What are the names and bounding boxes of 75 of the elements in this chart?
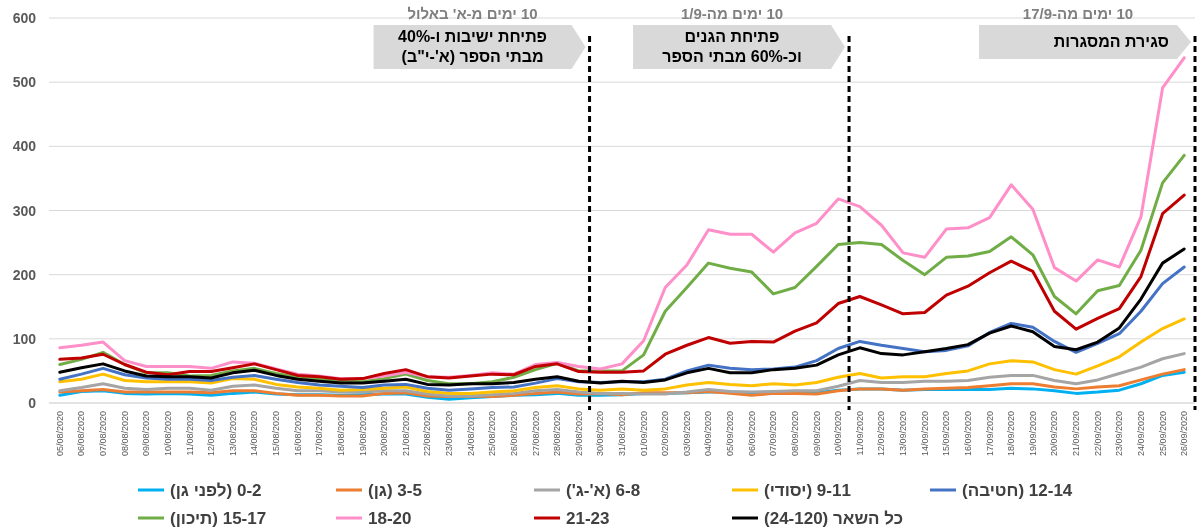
x-tick-label: 14/09/2020: [919, 411, 930, 457]
x-tick-label: 27/08/2020: [530, 411, 541, 457]
x-tick-label: 06/08/2020: [76, 411, 87, 457]
y-tick-label: 500: [12, 74, 37, 91]
x-tick-label: 04/09/2020: [703, 411, 714, 457]
x-tick-label: 16/08/2020: [292, 411, 303, 457]
x-tick-label: 24/09/2020: [1135, 411, 1146, 457]
y-tick-label: 600: [12, 10, 37, 26]
x-tick-label: 15/09/2020: [941, 411, 952, 457]
annotation: 10 ימים מ-א' באלול: [407, 5, 538, 22]
x-tick-label: 17/08/2020: [314, 411, 325, 457]
x-tick-label: 24/08/2020: [465, 411, 476, 457]
y-tick-label: 200: [12, 266, 37, 283]
x-tick-label: 22/09/2020: [1092, 411, 1103, 457]
legend-label: 12-14 (חטיבה): [962, 481, 1073, 500]
x-tick-label: 26/08/2020: [508, 411, 519, 457]
x-tick-label: 25/09/2020: [1157, 411, 1168, 457]
annotation: 10 ימים מה-1/9: [681, 5, 784, 22]
x-tick-label: 13/08/2020: [227, 411, 238, 457]
x-tick-label: 19/08/2020: [357, 411, 368, 457]
x-tick-label: 19/09/2020: [1027, 411, 1038, 457]
x-tick-label: 10/08/2020: [162, 411, 173, 457]
y-tick-label: 300: [12, 202, 37, 219]
x-tick-label: 29/08/2020: [573, 411, 584, 457]
x-tick-label: 28/08/2020: [552, 411, 563, 457]
x-tick-label: 21/08/2020: [400, 411, 411, 457]
legend-label: 3-5 (גן): [368, 481, 422, 500]
x-tick-label: 05/08/2020: [54, 411, 65, 457]
x-tick-label: 08/09/2020: [789, 411, 800, 457]
x-tick-label: 11/09/2020: [854, 411, 865, 456]
x-tick-label: 18/09/2020: [1006, 411, 1017, 457]
x-tick-label: 08/08/2020: [119, 411, 130, 457]
x-tick-label: 15/08/2020: [271, 411, 282, 457]
x-tick-label: 03/09/2020: [681, 411, 692, 457]
x-tick-label: 14/08/2020: [249, 411, 260, 457]
x-tick-label: 31/08/2020: [617, 411, 627, 457]
legend-label: 15-17 (תיכון): [170, 509, 267, 528]
annotation: 10 ימים מה-17/9: [1022, 5, 1134, 22]
ref-line-label: סגירת המסגרות: [1053, 33, 1169, 50]
x-tick-label: 07/08/2020: [98, 411, 109, 457]
x-tick-label: 01/09/2020: [638, 411, 649, 457]
x-tick-label: 02/09/2020: [660, 411, 671, 457]
x-tick-label: 06/09/2020: [746, 411, 757, 457]
x-tick-label: 26/09/2020: [1179, 411, 1190, 457]
x-tick-label: 17/09/2020: [984, 411, 995, 457]
x-tick-label: 12/08/2020: [206, 411, 217, 457]
legend-label: 0-2 (לפני גן): [170, 481, 262, 500]
legend-label: 6-8 (א'-ג'): [566, 481, 641, 500]
x-tick-label: 30/08/2020: [595, 411, 606, 457]
legend-label: כל השאר (24-120): [764, 509, 904, 528]
x-tick-label: 13/09/2020: [898, 411, 909, 457]
legend-label: 9-11 (יסודי): [764, 481, 851, 500]
x-tick-label: 12/09/2020: [876, 411, 887, 457]
x-tick-label: 25/08/2020: [487, 411, 498, 457]
ref-line-label: פתיחת ישיבות ו-40% מבתי הספר (א'-י"ב): [398, 28, 548, 65]
y-tick-label: 100: [12, 330, 37, 347]
legend-label: 18-20: [368, 509, 412, 528]
x-tick-label: 10/09/2020: [833, 411, 844, 457]
y-tick-label: 400: [12, 138, 37, 155]
x-tick-label: 22/08/2020: [422, 411, 433, 457]
x-tick-label: 20/08/2020: [379, 411, 390, 457]
x-tick-label: 09/08/2020: [141, 411, 152, 457]
x-tick-label: 09/09/2020: [811, 411, 822, 457]
y-tick-label: 0: [28, 395, 37, 411]
x-tick-label: 11/08/2020: [184, 411, 195, 456]
ref-line-label: פתיחת הגנים וכ-60% מבתי הספר: [662, 28, 802, 65]
x-tick-label: 23/09/2020: [1114, 411, 1125, 457]
legend-label: 21-23: [566, 509, 610, 528]
x-tick-label: 23/08/2020: [444, 411, 455, 457]
x-tick-label: 16/09/2020: [962, 411, 973, 457]
x-tick-label: 21/09/2020: [1071, 411, 1082, 457]
x-tick-label: 20/09/2020: [1049, 411, 1060, 457]
x-tick-label: 07/09/2020: [768, 411, 779, 457]
x-tick-label: 05/09/2020: [725, 411, 736, 457]
x-tick-label: 18/08/2020: [335, 411, 346, 457]
